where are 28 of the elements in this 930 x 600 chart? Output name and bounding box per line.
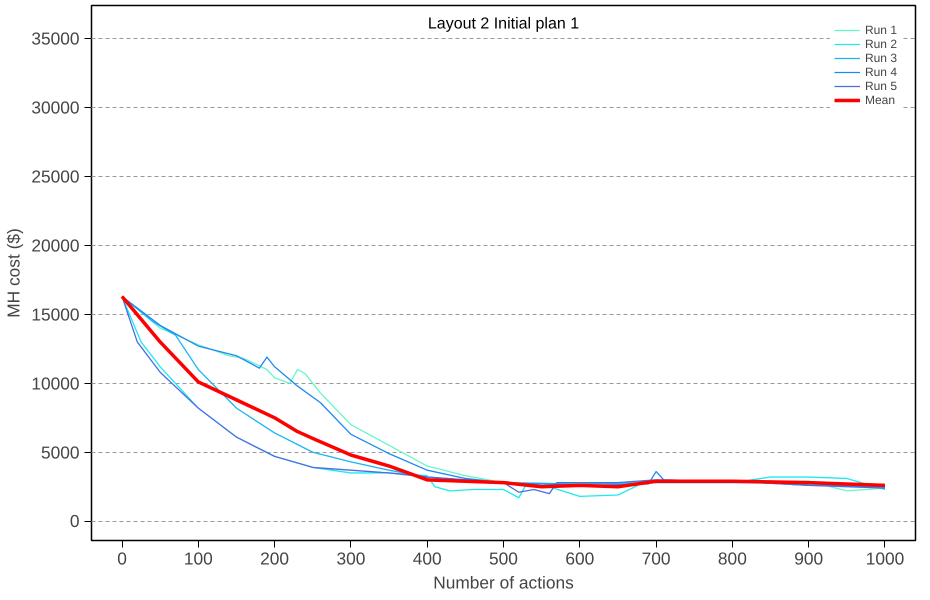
legend-label: Run 2 xyxy=(864,37,897,51)
y-tick-label: 0 xyxy=(70,511,80,532)
x-tick-label: 200 xyxy=(260,548,290,568)
x-tick-label: 400 xyxy=(412,548,442,568)
x-tick-label: 100 xyxy=(184,548,213,568)
x-tick-label: 700 xyxy=(642,548,671,568)
y-tick-label: 25000 xyxy=(31,166,80,186)
x-tick-label: 1000 xyxy=(866,548,904,568)
y-tick-label: 35000 xyxy=(31,28,80,49)
y-axis-title: MH cost ($) xyxy=(3,228,24,318)
legend-label: Run 4 xyxy=(864,65,897,79)
x-tick-label: 800 xyxy=(718,548,747,568)
x-tick-label: 900 xyxy=(794,548,824,568)
legend-label: Run 3 xyxy=(864,51,897,65)
x-tick-label: 300 xyxy=(336,548,366,568)
x-tick-label: 0 xyxy=(117,548,127,568)
legend-label: Mean xyxy=(864,93,895,107)
y-tick-label: 5000 xyxy=(40,442,80,462)
x-axis-title: Number of actions xyxy=(433,572,574,592)
y-tick-label: 15000 xyxy=(31,304,80,324)
y-tick-label: 20000 xyxy=(31,235,80,256)
y-tick-label: 30000 xyxy=(31,98,80,118)
x-tick-label: 500 xyxy=(489,548,518,568)
text: Layout 2 Initial plan 1 xyxy=(428,16,580,33)
y-tick-label: 10000 xyxy=(31,373,80,394)
legend-label: Run 5 xyxy=(864,79,897,93)
legend-label: Run 1 xyxy=(864,23,897,37)
x-tick-label: 600 xyxy=(565,548,594,568)
